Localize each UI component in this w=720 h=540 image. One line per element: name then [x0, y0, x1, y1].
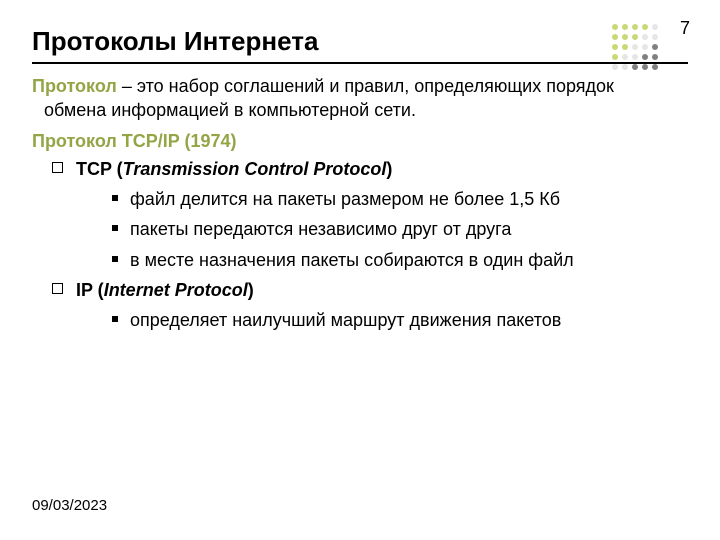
tcp-sublist: файл делится на пакеты размером не более…: [112, 187, 672, 272]
dot-icon: [652, 64, 658, 70]
dot-row: [610, 22, 660, 32]
title-underline: [32, 62, 688, 64]
definition-text: – это набор соглашений и правил, определ…: [44, 76, 614, 120]
dot-icon: [642, 54, 648, 60]
tcp-label-italic: Transmission Control Protocol: [123, 159, 387, 179]
tcp-label-prefix: TCP (: [76, 159, 123, 179]
slide-body: Протокол – это набор соглашений и правил…: [32, 74, 672, 339]
ip-label-prefix: IP (: [76, 280, 104, 300]
ip-label-italic: Internet Protocol: [104, 280, 248, 300]
footer-date: 09/03/2023: [32, 497, 107, 514]
dot-icon: [642, 64, 648, 70]
list-item: пакеты передаются независимо друг от дру…: [112, 217, 672, 241]
dot-icon: [622, 54, 628, 60]
dot-icon: [612, 44, 618, 50]
dot-icon: [632, 24, 638, 30]
dot-icon: [612, 34, 618, 40]
decorative-dot-grid: [610, 22, 660, 72]
dot-row: [610, 42, 660, 52]
definition-term: Протокол: [32, 76, 117, 96]
dot-icon: [612, 54, 618, 60]
dot-icon: [612, 64, 618, 70]
protocol-list: TCP (Transmission Control Protocol) файл…: [52, 157, 672, 333]
dot-row: [610, 52, 660, 62]
dot-icon: [632, 54, 638, 60]
list-item: определяет наилучший маршрут движения па…: [112, 308, 672, 332]
dot-icon: [632, 44, 638, 50]
ip-sublist: определяет наилучший маршрут движения па…: [112, 308, 672, 332]
dot-row: [610, 32, 660, 42]
tcp-label-suffix: ): [386, 159, 392, 179]
dot-icon: [642, 24, 648, 30]
dot-icon: [622, 24, 628, 30]
dot-icon: [632, 64, 638, 70]
dot-icon: [652, 54, 658, 60]
ip-item: IP (Internet Protocol) определяет наилуч…: [52, 278, 672, 333]
dot-icon: [622, 44, 628, 50]
slide-title: Протоколы Интернета: [32, 26, 318, 57]
definition-paragraph: Протокол – это набор соглашений и правил…: [32, 74, 672, 123]
dot-icon: [642, 34, 648, 40]
list-item: в месте назначения пакеты собираются в о…: [112, 248, 672, 272]
dot-icon: [622, 34, 628, 40]
dot-icon: [652, 24, 658, 30]
dot-icon: [652, 44, 658, 50]
subheading: Протокол TCP/IP (1974): [32, 129, 672, 153]
page-number: 7: [680, 18, 690, 39]
dot-icon: [612, 24, 618, 30]
dot-icon: [622, 64, 628, 70]
dot-icon: [652, 34, 658, 40]
dot-icon: [642, 44, 648, 50]
ip-label-suffix: ): [248, 280, 254, 300]
tcp-item: TCP (Transmission Control Protocol) файл…: [52, 157, 672, 272]
list-item: файл делится на пакеты размером не более…: [112, 187, 672, 211]
dot-icon: [632, 34, 638, 40]
